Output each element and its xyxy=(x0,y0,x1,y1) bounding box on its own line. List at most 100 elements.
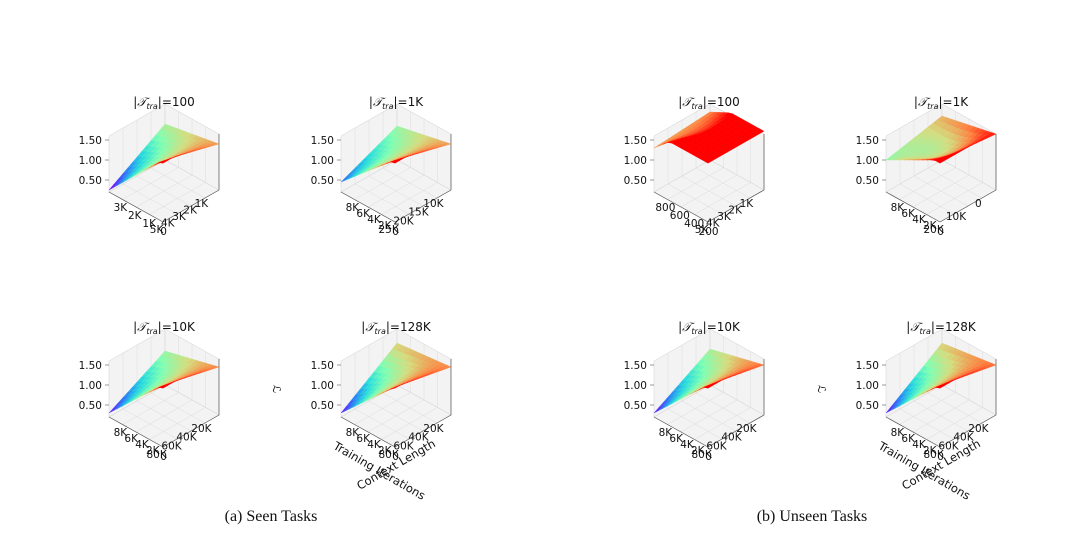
surface xyxy=(885,115,997,164)
z-tick-label: 1.50 xyxy=(311,135,334,147)
surface-patch xyxy=(389,160,401,164)
y-tick-label: 4K xyxy=(912,439,927,451)
grid-line xyxy=(912,399,970,433)
axis-line xyxy=(162,414,220,448)
z-tick-label: 1.50 xyxy=(624,135,647,147)
axis-line xyxy=(653,191,709,223)
z-tick-label: 0.50 xyxy=(856,175,879,187)
x-tick-label: 5K xyxy=(150,224,165,236)
panel-title: |𝒯tra|=10K xyxy=(133,320,196,336)
x-tick-label: 20K xyxy=(423,423,444,435)
surface xyxy=(653,111,765,164)
y-tick-label: 0 xyxy=(937,226,944,238)
x-tick-label: 40K xyxy=(408,432,429,444)
panel-title: |𝒯tra|=100 xyxy=(678,95,740,111)
z-tick-label: 0.50 xyxy=(624,175,647,187)
y-tick-label: 8K xyxy=(346,427,361,439)
grid-line xyxy=(680,174,738,208)
axis-line xyxy=(394,189,452,223)
x-tick-label: 15K xyxy=(408,207,429,219)
y-tick-label: 8K xyxy=(891,202,906,214)
surface xyxy=(340,125,452,183)
grid-line xyxy=(694,182,751,215)
y-tick-label: 2K xyxy=(378,220,393,232)
y-tick-label: 6K xyxy=(124,433,139,445)
surface-patch xyxy=(702,385,714,389)
z-tick-label: 0.50 xyxy=(79,175,102,187)
z-tick-label: 1.00 xyxy=(624,155,647,167)
x-tick-label: 80K xyxy=(691,449,712,461)
grid-line xyxy=(135,399,193,433)
panel-seen-1k: |𝒯tra|=1K 1.50 1.00 0.50 10K15K20K25K02K4K6K… xyxy=(311,95,452,238)
grid-line xyxy=(694,407,751,440)
z-tick-label: 1.00 xyxy=(624,380,647,392)
x-tick-label: 1K xyxy=(740,198,755,210)
y-tick-label: 2K xyxy=(146,445,161,457)
x-tick-label: 60K xyxy=(161,440,182,452)
x-tick-label: 60K xyxy=(706,440,727,452)
y-tick-label: 2K xyxy=(128,210,143,222)
z-tick-label: 1.00 xyxy=(856,155,879,167)
y-tick-label: 4K xyxy=(680,439,695,451)
axis-line xyxy=(939,189,997,223)
z-tick-label: 0.50 xyxy=(79,400,102,412)
surface xyxy=(653,348,765,414)
axis-line xyxy=(707,414,765,448)
x-tick-label: 4K xyxy=(161,217,176,229)
axis-line xyxy=(108,416,164,448)
z-axis-title: ℒ xyxy=(270,385,283,393)
axis-line xyxy=(939,414,997,448)
z-tick-label: 0.50 xyxy=(311,400,334,412)
x-tick-label: 2K xyxy=(183,205,198,217)
y-tick-label: 8K xyxy=(891,427,906,439)
panel-seen-128k: |𝒯tra|=128K 1.50 1.00 0.50 20K40K60K80K02K4K… xyxy=(270,320,452,503)
x-tick-label: 0 xyxy=(975,198,982,210)
y-tick-label: 8K xyxy=(114,427,129,439)
grid-line xyxy=(149,182,206,215)
axis-line xyxy=(340,416,396,448)
caption-seen: (a) Seen Tasks xyxy=(224,508,318,525)
y-tick-label: 4K xyxy=(912,214,927,226)
panel-title: |𝒯tra|=100 xyxy=(133,95,195,111)
grid-line xyxy=(122,408,178,440)
axis-line xyxy=(885,416,941,448)
surface xyxy=(108,123,220,191)
axis-line xyxy=(885,191,941,223)
y-tick-label: 2K xyxy=(923,445,938,457)
grid-line xyxy=(122,183,178,215)
y-tick-label: 2K xyxy=(378,445,393,457)
x-tick-label: 40K xyxy=(721,432,742,444)
panel-title: |𝒯tra|=128K xyxy=(906,320,977,336)
y-tick-label: 200 xyxy=(699,226,719,238)
y-tick-label: 0 xyxy=(392,226,399,238)
y-tick-label: 6K xyxy=(356,208,371,220)
y-tick-label: 2K xyxy=(923,220,938,232)
x-tick-label: 20K xyxy=(191,423,212,435)
grid-line xyxy=(926,182,983,215)
y-tick-label: 600 xyxy=(670,210,690,222)
y-tick-label: 0 xyxy=(392,451,399,463)
x-tick-label: 80K xyxy=(923,449,944,461)
z-tick-label: 1.50 xyxy=(311,360,334,372)
y-tick-label: 4K xyxy=(135,439,150,451)
y-tick-label: 4K xyxy=(367,439,382,451)
axis-line xyxy=(653,416,709,448)
x-tick-label: 4K xyxy=(706,217,721,229)
surface xyxy=(885,342,997,414)
x-tick-label: 10K xyxy=(423,198,444,210)
grid-line xyxy=(899,408,955,440)
grid-line xyxy=(899,183,955,215)
grid-line xyxy=(680,399,738,433)
x-tick-label: 80K xyxy=(146,449,167,461)
axis-line xyxy=(162,189,220,223)
z-tick-label: 0.50 xyxy=(624,400,647,412)
axis-line xyxy=(108,191,164,223)
panel-unseen-10k: |𝒯tra|=10K 1.50 1.00 0.50 20K40K60K80K02K4K6… xyxy=(624,320,765,463)
z-tick-label: 0.50 xyxy=(311,175,334,187)
x-tick-label: 20K xyxy=(968,423,989,435)
y-tick-label: 6K xyxy=(901,433,916,445)
panel-seen-10k: |𝒯tra|=10K 1.50 1.00 0.50 20K40K60K80K02K4K6… xyxy=(79,320,220,463)
grid-line xyxy=(926,407,983,440)
x-tick-label: 3K xyxy=(172,211,187,223)
